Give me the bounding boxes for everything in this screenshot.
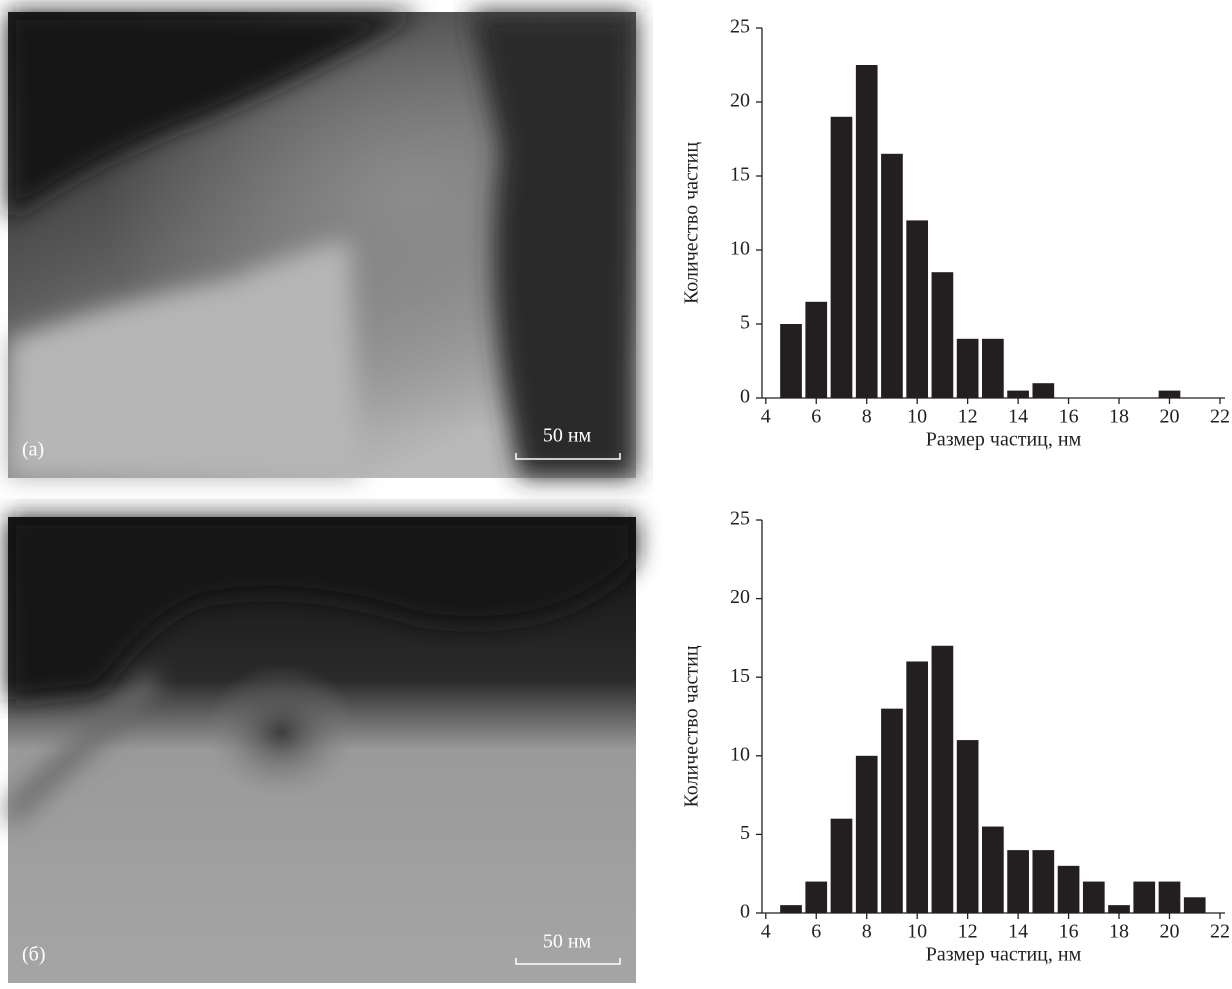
tem-image-b: (б) 50 нм (8, 517, 636, 983)
bar (855, 65, 878, 398)
x-tick-label: 10 (907, 406, 927, 428)
x-axis-title: Размер частиц, нм (926, 429, 1082, 451)
x-tick-label: 18 (1109, 921, 1129, 943)
bar (906, 661, 929, 913)
bar (830, 818, 853, 913)
bar (931, 645, 954, 913)
x-tick-label: 6 (811, 406, 821, 428)
bar (956, 740, 979, 913)
bar (982, 338, 1004, 398)
x-tick-label: 20 (1159, 921, 1179, 943)
bar (1007, 390, 1029, 398)
x-tick-label: 4 (761, 921, 771, 943)
scale-bar (515, 453, 621, 460)
bar (881, 708, 903, 913)
bar (982, 826, 1004, 913)
bar (1158, 390, 1181, 398)
bar (805, 301, 828, 398)
y-axis-title: Количество частиц (681, 645, 703, 807)
x-tick-label: 8 (862, 406, 872, 428)
bar (1108, 905, 1130, 913)
x-tick-label: 8 (862, 921, 872, 943)
y-tick-label: 25 (730, 508, 750, 530)
bar (1032, 383, 1055, 398)
histogram: 0 5 10 15 20 25 4 6 8 10 12 14 16 18 20 22 Размер частиц… (681, 508, 1230, 966)
tem-image-a: (a) 50 нм (8, 12, 636, 478)
scale-bar-label: 50 нм (543, 931, 592, 953)
y-tick-label: 25 (730, 16, 750, 38)
x-tick-label: 20 (1159, 406, 1179, 428)
bar (1007, 850, 1029, 913)
bar (956, 338, 979, 398)
y-tick-label: 0 (740, 386, 750, 408)
scale-bar-label: 50 нм (543, 425, 592, 447)
bar (830, 116, 853, 399)
x-axis-title: Размер частиц, нм (926, 944, 1082, 966)
y-tick-label: 15 (730, 665, 750, 687)
histogram: 0 5 10 15 20 25 4 6 8 10 12 14 16 18 20 22 Размер частиц… (681, 16, 1230, 451)
x-tick-label: 18 (1109, 406, 1129, 428)
image-label: (a) (22, 439, 44, 461)
x-tick-label: 22 (1210, 921, 1230, 943)
y-tick-label: 0 (740, 901, 750, 923)
bar (1057, 865, 1080, 913)
bar (805, 881, 828, 913)
x-tick-label: 14 (1008, 921, 1028, 943)
y-tick-label: 5 (740, 822, 750, 844)
x-tick-label: 6 (811, 921, 821, 943)
x-tick-label: 16 (1059, 406, 1079, 428)
x-tick-label: 16 (1059, 921, 1079, 943)
x-tick-label: 10 (907, 921, 927, 943)
bar (906, 220, 929, 398)
bar (1133, 881, 1156, 913)
x-tick-label: 12 (958, 921, 978, 943)
charts: 0 5 10 15 20 25 4 6 8 10 12 14 16 18 20 22 Размер частиц… (681, 16, 1230, 966)
bar (881, 153, 903, 398)
bar (1082, 881, 1105, 913)
bar (1032, 850, 1055, 913)
x-tick-label: 22 (1210, 406, 1230, 428)
x-tick-label: 4 (761, 406, 771, 428)
bar (855, 755, 878, 913)
image-label: (б) (22, 944, 46, 966)
bar (780, 905, 802, 913)
y-tick-label: 20 (730, 90, 750, 112)
y-tick-label: 10 (730, 238, 750, 260)
bar (1183, 897, 1206, 913)
y-tick-label: 20 (730, 586, 750, 608)
y-tick-label: 15 (730, 164, 750, 186)
bar (780, 324, 802, 398)
y-tick-label: 10 (730, 743, 750, 765)
scale-bar (515, 958, 621, 965)
y-axis-title: Количество частиц (681, 142, 703, 304)
x-tick-label: 12 (958, 406, 978, 428)
y-tick-label: 5 (740, 312, 750, 334)
bar (931, 272, 954, 398)
bar (1158, 881, 1181, 913)
x-tick-label: 14 (1008, 406, 1028, 428)
